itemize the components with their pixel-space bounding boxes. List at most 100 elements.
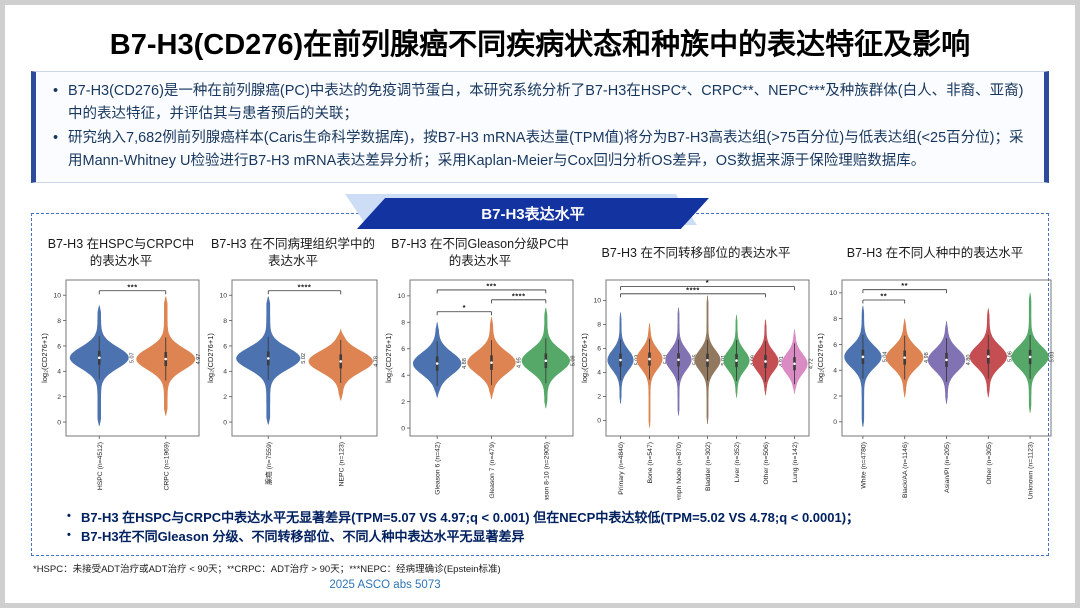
svg-text:8: 8 xyxy=(401,320,405,327)
chart-title: B7-H3 在不同病理组织学中的表达水平 xyxy=(211,237,375,268)
svg-text:Other (n=305): Other (n=305) xyxy=(986,442,993,485)
svg-text:NEPC (n=123): NEPC (n=123) xyxy=(338,442,345,486)
svg-text:0: 0 xyxy=(401,425,405,432)
svg-text:log₂(CD276+1): log₂(CD276+1) xyxy=(384,333,393,383)
intro-bullet-1: B7-H3(CD276)是一种在前列腺癌(PC)中表达的免疫调节蛋白，本研究系统… xyxy=(46,80,1030,127)
section-banner: B7-H3表达水平 xyxy=(344,193,709,229)
slide: B7-H3(CD276)在前列腺癌不同疾病状态和种族中的表达特征及影响 B7-H… xyxy=(5,5,1075,603)
summary-bullet-1: B7-H3 在HSPC与CRPC中表达水平无显著差异(TPM=5.07 VS 4… xyxy=(66,508,1034,528)
svg-text:Other (n=506): Other (n=506) xyxy=(763,442,770,485)
svg-text:0: 0 xyxy=(223,419,227,426)
svg-text:6: 6 xyxy=(833,342,837,349)
intro-bullet-list: B7-H3(CD276)是一种在前列腺癌(PC)中表达的免疫调节蛋白，本研究系统… xyxy=(46,80,1030,174)
svg-text:4.95: 4.95 xyxy=(516,357,522,368)
svg-text:***: *** xyxy=(486,281,496,290)
panel-race: B7-H3 在不同人种中的表达水平 0 2 4 6 8 10 log₂(CD276+1) 5.… xyxy=(814,234,1056,500)
svg-text:HSPC (n=4512): HSPC (n=4512) xyxy=(97,442,104,490)
summary-bullet-list: B7-H3 在HSPC与CRPC中表达水平无显著差异(TPM=5.07 VS 4… xyxy=(66,508,1034,547)
svg-text:8: 8 xyxy=(833,316,837,323)
svg-text:Asian/PI (n=205): Asian/PI (n=205) xyxy=(944,442,951,493)
svg-text:*: * xyxy=(706,278,709,287)
svg-text:Lymph Node (n=870): Lymph Node (n=870) xyxy=(676,442,683,500)
svg-text:4: 4 xyxy=(401,372,405,379)
chart-title: B7-H3 在不同人种中的表达水平 xyxy=(846,245,1024,260)
svg-text:Bone (n=547): Bone (n=547) xyxy=(647,442,654,483)
charts-row: B7-H3 在HSPC与CRPC中的表达水平 0 2 4 6 8 10 log₂(CD276… xyxy=(36,234,1055,500)
svg-text:****: **** xyxy=(686,285,700,294)
svg-text:4: 4 xyxy=(597,370,601,377)
svg-text:****: **** xyxy=(512,291,526,300)
svg-text:0: 0 xyxy=(597,418,601,425)
citation: 2025 ASCO abs 5073 xyxy=(329,578,441,591)
svg-text:2: 2 xyxy=(57,394,61,401)
chart-title: B7-H3 在不同转移部位的表达水平 xyxy=(601,245,791,260)
svg-text:2: 2 xyxy=(597,394,601,401)
svg-text:**: ** xyxy=(901,281,908,290)
page-title: B7-H3(CD276)在前列腺癌不同疾病状态和种族中的表达特征及影响 xyxy=(109,29,971,61)
svg-text:4.97: 4.97 xyxy=(196,354,202,365)
svg-text:****: **** xyxy=(298,282,312,291)
chart-title: B7-H3 在不同Gleason分级PC中的表达水平 xyxy=(391,237,569,268)
svg-text:5.07: 5.07 xyxy=(130,352,136,363)
svg-text:4: 4 xyxy=(223,369,227,376)
svg-text:4.72: 4.72 xyxy=(808,358,814,369)
violin-chart-hspc-crpc: 0 2 4 6 8 10 log₂(CD276+1) 5.07 HSPC (n=4512) 4.9… xyxy=(40,279,202,491)
svg-text:6: 6 xyxy=(401,346,405,353)
svg-text:5.09: 5.09 xyxy=(571,355,577,366)
violin-chart-histology: 0 2 4 6 8 10 log₂(CD276+1) 5.02 腺癌 (n=7559) 4.78 N… xyxy=(206,279,380,486)
svg-text:Gleason 8-10 (n=2905): Gleason 8-10 (n=2905) xyxy=(543,442,550,500)
svg-text:5.04: 5.04 xyxy=(882,351,888,362)
svg-text:4.88: 4.88 xyxy=(462,358,468,369)
svg-text:***: *** xyxy=(127,282,137,291)
svg-text:10: 10 xyxy=(219,292,227,299)
svg-text:2: 2 xyxy=(833,393,837,400)
svg-text:0: 0 xyxy=(833,419,837,426)
svg-text:White (n=4780): White (n=4780) xyxy=(860,442,867,489)
chart-title: B7-H3 在HSPC与CRPC中的表达水平 xyxy=(47,237,195,268)
svg-text:2: 2 xyxy=(401,399,405,406)
violin-chart-gleason: 0 2 4 6 8 10 log₂(CD276+1) 4.88 Gleason 6 (n=42)… xyxy=(384,279,577,500)
svg-text:6: 6 xyxy=(57,343,61,350)
panel-hspc-crpc: B7-H3 在HSPC与CRPC中的表达水平 0 2 4 6 8 10 log₂(CD276… xyxy=(38,234,204,500)
panel-histology: B7-H3 在不同病理组织学中的表达水平 0 2 4 6 8 10 log₂(CD276+1… xyxy=(204,234,382,500)
svg-text:4.80: 4.80 xyxy=(966,355,972,366)
svg-text:log₂(CD276+1): log₂(CD276+1) xyxy=(816,333,825,383)
svg-text:Primary (n=4840): Primary (n=4840) xyxy=(618,442,625,495)
svg-text:5.02: 5.02 xyxy=(301,353,307,364)
svg-text:4: 4 xyxy=(833,367,837,374)
svg-text:Liver (n=352): Liver (n=352) xyxy=(734,442,741,482)
svg-text:10: 10 xyxy=(53,292,61,299)
panel-metastatic-sites: B7-H3 在不同转移部位的表达水平 0246810log₂(CD276+1)5… xyxy=(578,234,814,500)
svg-text:5.06: 5.06 xyxy=(1008,351,1014,362)
svg-text:腺癌 (n=7559): 腺癌 (n=7559) xyxy=(264,442,273,485)
svg-text:Lung (n=142): Lung (n=142) xyxy=(792,442,799,483)
expression-charts-section: B7-H3表达水平 B7-H3 在HSPC与CRPC中的表达水平 0 2 4 6 8 10… xyxy=(31,193,1055,556)
svg-text:0: 0 xyxy=(57,419,61,426)
svg-text:6: 6 xyxy=(223,343,227,350)
svg-text:Gleason 7 (n=479): Gleason 7 (n=479) xyxy=(489,442,496,499)
svg-text:2: 2 xyxy=(223,394,227,401)
svg-text:4.98: 4.98 xyxy=(924,352,930,363)
svg-text:Unknown (n=1123): Unknown (n=1123) xyxy=(1028,442,1035,499)
svg-text:CRPC (n=1969): CRPC (n=1969) xyxy=(163,442,170,491)
svg-text:10: 10 xyxy=(593,298,601,305)
svg-text:Gleason 6 (n=42): Gleason 6 (n=42) xyxy=(435,442,442,495)
summary-bullet-2: B7-H3在不同Gleason 分级、不同转移部位、不同人种中表达水平无显著差异 xyxy=(66,527,1034,547)
svg-text:*: * xyxy=(463,303,466,312)
svg-text:Bladder (n=302): Bladder (n=302) xyxy=(705,442,712,491)
svg-text:6: 6 xyxy=(597,346,601,353)
intro-bullet-2: 研究纳入7,682例前列腺癌样本(Caris生命科学数据库)，按B7-H3 mR… xyxy=(46,127,1030,174)
banner-label: B7-H3表达水平 xyxy=(356,197,709,229)
svg-text:8: 8 xyxy=(597,322,601,329)
svg-text:10: 10 xyxy=(829,290,837,297)
footnote: *HSPC：未接受ADT治疗或ADT治疗 < 90天；**CRPC：ADT治疗 … xyxy=(33,563,501,575)
svg-text:4.78: 4.78 xyxy=(374,356,380,367)
svg-text:4: 4 xyxy=(57,369,61,376)
violin-chart-race: 0 2 4 6 8 10 log₂(CD276+1) 5.04 White (n=4780) 4.… xyxy=(816,279,1055,499)
svg-text:10: 10 xyxy=(397,293,405,300)
svg-text:Black/AA (n=1146): Black/AA (n=1146) xyxy=(902,442,909,498)
summary-box: B7-H3 在HSPC与CRPC中表达水平无显著差异(TPM=5.07 VS 4… xyxy=(36,500,1044,553)
svg-text:8: 8 xyxy=(57,318,61,325)
intro-box: B7-H3(CD276)是一种在前列腺癌(PC)中表达的免疫调节蛋白，本研究系统… xyxy=(31,71,1049,183)
